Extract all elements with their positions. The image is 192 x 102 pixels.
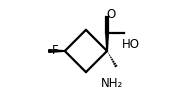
Polygon shape bbox=[106, 33, 108, 51]
Polygon shape bbox=[49, 50, 65, 52]
Text: HO: HO bbox=[122, 38, 140, 51]
Text: NH₂: NH₂ bbox=[101, 77, 123, 90]
Text: F: F bbox=[52, 44, 58, 58]
Text: O: O bbox=[106, 8, 115, 21]
